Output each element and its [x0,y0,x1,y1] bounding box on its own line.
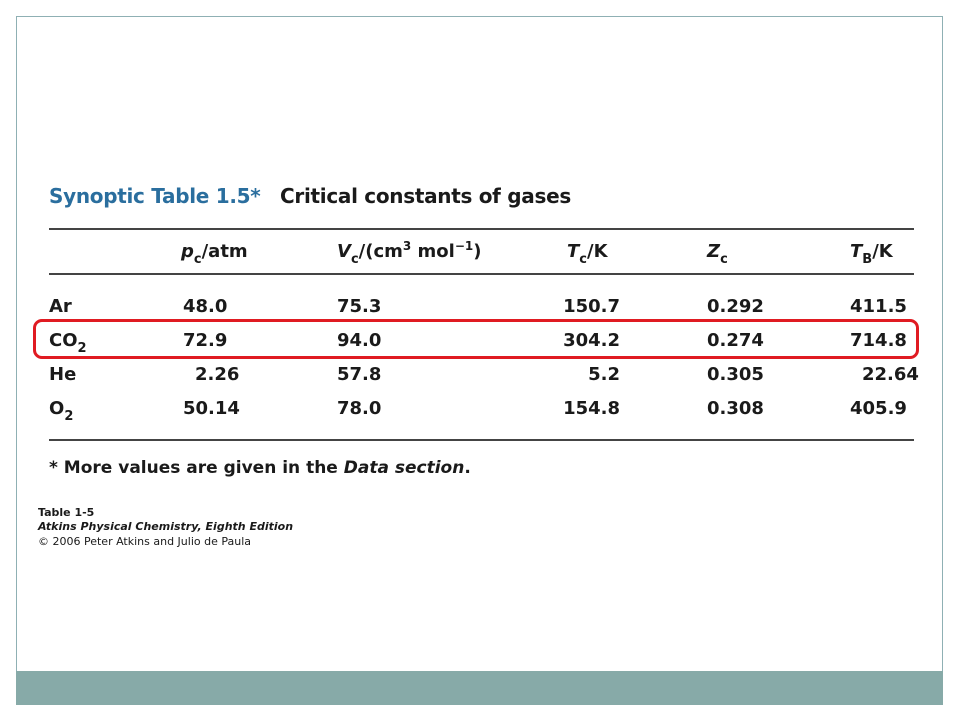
header-zc: Zc [707,241,728,267]
cell-tb: 714.8 [850,330,907,351]
header-vc-symbol: V [337,241,351,262]
cell-vc: 78.0 [337,398,382,419]
gas-name: O2 [49,398,74,424]
gas-name: Ar [49,296,72,317]
header-vc-unit-b: mol [411,241,455,262]
credit-copyright: © 2006 Peter Atkins and Julio de Paula [38,535,252,548]
cell-vc: 75.3 [337,296,382,317]
top-rule [49,228,914,230]
cell-vc: 57.8 [337,364,382,385]
header-vc-sub: c [350,252,359,267]
header-vc-unit-c: ) [473,241,482,262]
header-zc-sub: c [720,252,728,267]
footnote-suffix: . [464,458,471,478]
header-tb: TB/K [850,241,893,267]
cell-tc: 5.2 [588,364,620,385]
cell-tb: 22.64 [862,364,919,385]
cell-tc: 154.8 [563,398,620,419]
header-tb-unit: /K [872,241,893,262]
header-tc-symbol: T [567,241,580,262]
cell-pc: 2.26 [195,364,240,385]
cell-pc: 48.0 [183,296,228,317]
gas-name: CO2 [49,330,87,356]
credit-table-number: Table 1-5 [38,506,95,519]
cell-vc: 94.0 [337,330,382,351]
bottom-rule [49,439,914,441]
cell-zc: 0.274 [707,330,764,351]
slide-frame [16,16,943,705]
header-vc-unit-a: /(cm [358,241,403,262]
header-pc-sub: c [193,252,202,267]
header-vc-sup2: −1 [454,239,474,253]
footnote-prefix: * More values are given in the [49,458,344,478]
credit-book-title: Atkins Physical Chemistry, Eighth Editio… [38,520,294,533]
header-pc: pc/atm [181,241,248,267]
gas-name: He [49,364,77,385]
header-vc-sup1: 3 [402,239,412,253]
co2-row-highlight [33,319,919,359]
footnote: * More values are given in the Data sect… [49,458,471,478]
cell-tc: 150.7 [563,296,620,317]
header-rule [49,273,914,275]
header-tc-sub: c [579,252,587,267]
header-pc-unit: /atm [201,241,248,262]
header-tc: Tc/K [567,241,608,267]
table-title: Synoptic Table 1.5* Critical constants o… [49,184,571,208]
cell-zc: 0.308 [707,398,764,419]
header-zc-symbol: Z [707,241,721,262]
footnote-emphasis: Data section [343,458,465,478]
cell-pc: 72.9 [183,330,228,351]
cell-tb: 405.9 [850,398,907,419]
footer-band [16,671,943,705]
header-pc-symbol: p [181,241,194,262]
cell-tc: 304.2 [563,330,620,351]
header-tb-symbol: T [850,241,863,262]
table-title-prefix: Synoptic Table 1.5* [49,184,261,208]
header-vc: Vc/(cm3 mol−1) [337,239,482,267]
header-tc-unit: /K [587,241,608,262]
cell-pc: 50.14 [183,398,240,419]
cell-tb: 411.5 [850,296,907,317]
header-tb-sub: B [862,252,873,267]
table-title-text: Critical constants of gases [280,184,571,208]
cell-zc: 0.292 [707,296,764,317]
cell-zc: 0.305 [707,364,764,385]
